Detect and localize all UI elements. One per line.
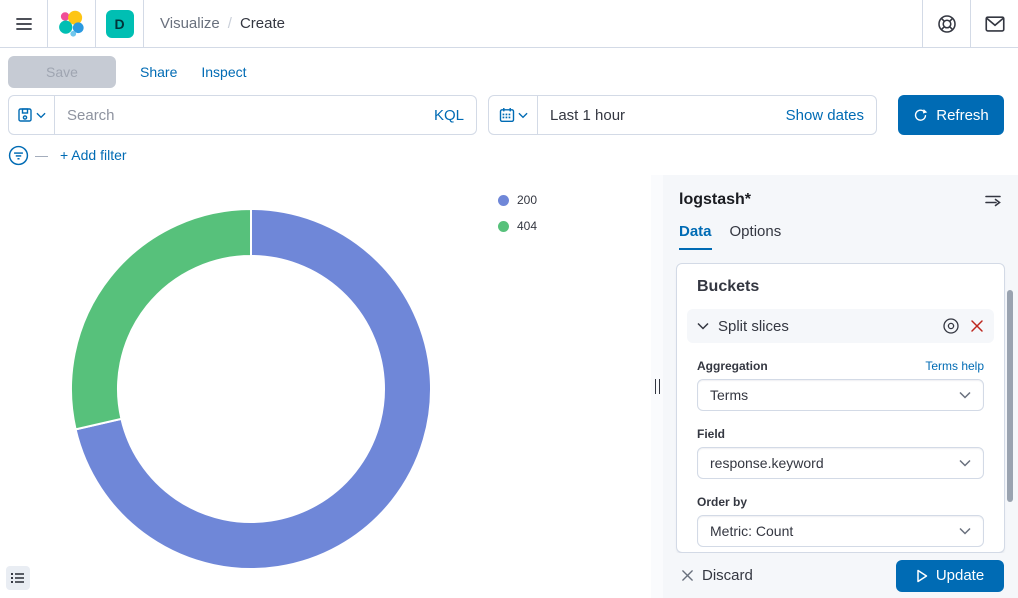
- remove-bucket-icon[interactable]: [970, 319, 984, 333]
- add-filter-button[interactable]: + Add filter: [60, 147, 127, 163]
- menu-icon: [15, 16, 33, 32]
- chevron-down-icon: [959, 527, 971, 535]
- quick-select-button[interactable]: [489, 96, 538, 134]
- breadcrumb: Visualize / Create: [144, 0, 922, 47]
- legend-dot-404: [498, 220, 509, 232]
- visualize-toolbar: Save Share Inspect: [0, 48, 1018, 95]
- vis-editor-panel: logstash* Data Options Buckets: [663, 175, 1018, 598]
- collapse-panel-icon[interactable]: [984, 192, 1002, 208]
- legend-dot-200: [498, 194, 509, 206]
- field-select[interactable]: response.keyword: [697, 447, 984, 479]
- query-language-button[interactable]: KQL: [433, 106, 464, 124]
- refresh-icon: [913, 108, 928, 123]
- time-range-value[interactable]: Last 1 hour: [550, 106, 626, 124]
- legend-label-200: 200: [517, 193, 538, 207]
- breadcrumb-separator: /: [227, 15, 232, 32]
- field-label: Field: [697, 427, 726, 441]
- order-by-label: Order by: [697, 495, 748, 509]
- field-group: Field response.keyword: [697, 427, 984, 479]
- space-selector-button[interactable]: D: [96, 0, 143, 47]
- terms-help-link[interactable]: Terms help: [925, 359, 984, 373]
- order-by-value: Metric: Count: [710, 523, 794, 539]
- space-avatar: D: [105, 9, 134, 38]
- split-slices-label: Split slices: [718, 317, 789, 335]
- update-button[interactable]: Update: [896, 559, 1004, 592]
- aggregation-value: Terms: [710, 387, 749, 403]
- elastic-logo: [57, 9, 87, 39]
- search-input[interactable]: [67, 106, 434, 124]
- editor-tabs: Data Options: [663, 209, 1018, 250]
- legend-toggle-button[interactable]: [6, 566, 30, 590]
- chevron-down-icon: [517, 112, 528, 119]
- refresh-button[interactable]: Refresh: [898, 95, 1004, 135]
- divider: [143, 0, 144, 47]
- help-icon: [937, 14, 957, 34]
- order-by-select[interactable]: Metric: Count: [697, 515, 984, 547]
- main-content: 200 404: [0, 175, 1018, 598]
- divider: [95, 0, 96, 47]
- refresh-label: Refresh: [936, 106, 989, 124]
- aggregation-group: Aggregation Terms help Terms: [697, 359, 984, 411]
- save-button[interactable]: Save: [8, 55, 116, 88]
- legend-label-404: 404: [517, 219, 538, 233]
- help-button[interactable]: [923, 0, 970, 47]
- newsfeed-button[interactable]: [971, 0, 1018, 47]
- list-icon: [11, 572, 25, 584]
- aggregation-select[interactable]: Terms: [697, 379, 984, 411]
- show-dates-button[interactable]: Show dates: [785, 106, 864, 124]
- panel-resize-handle[interactable]: [651, 175, 663, 598]
- save-query-icon: [17, 107, 33, 123]
- order-by-group: Order by Metric: Count: [697, 495, 984, 547]
- discard-label: Discard: [702, 567, 753, 584]
- update-label: Update: [935, 567, 985, 584]
- chart-legend: 200 404: [498, 193, 537, 233]
- resize-grip-icon: [654, 379, 660, 394]
- divider: [922, 0, 923, 47]
- calendar-icon: [499, 107, 515, 123]
- panel-scrollbar[interactable]: [1007, 290, 1013, 502]
- date-picker: Last 1 hour Show dates: [488, 95, 877, 135]
- filter-options-button[interactable]: [8, 145, 29, 166]
- legend-item-200[interactable]: 200: [498, 193, 537, 207]
- split-slices-accordion[interactable]: Split slices: [687, 309, 994, 343]
- chevron-down-icon: [959, 459, 971, 467]
- breadcrumb-visualize[interactable]: Visualize: [160, 15, 220, 32]
- eye-icon[interactable]: [942, 317, 960, 335]
- aggregation-label: Aggregation: [697, 359, 768, 373]
- tab-data[interactable]: Data: [679, 223, 712, 250]
- filter-bar: — + Add filter: [8, 142, 1010, 168]
- time-range-display[interactable]: Last 1 hour Show dates: [538, 96, 876, 134]
- discard-button[interactable]: Discard: [681, 567, 753, 584]
- chevron-down-icon: [36, 112, 46, 119]
- index-pattern-title: logstash*: [679, 191, 752, 208]
- filter-separator: —: [35, 147, 48, 163]
- search-box: KQL: [55, 95, 477, 135]
- breadcrumb-create: Create: [239, 15, 285, 32]
- mail-icon: [984, 15, 1005, 33]
- chevron-down-icon: [959, 391, 971, 399]
- visualization-area: 200 404: [0, 175, 651, 598]
- close-icon: [681, 569, 694, 582]
- chevron-down-icon: [697, 322, 709, 330]
- divider: [47, 0, 48, 47]
- editor-actions-bar: Discard Update: [663, 553, 1018, 598]
- legend-item-404[interactable]: 404: [498, 219, 537, 233]
- donut-chart: [51, 189, 451, 589]
- buckets-title: Buckets: [697, 278, 760, 295]
- top-nav-bar: D Visualize / Create: [0, 0, 1018, 48]
- donut-slice-404[interactable]: [70, 207, 252, 431]
- divider: [970, 0, 971, 47]
- buckets-card: Buckets Split slices: [676, 263, 1005, 553]
- tab-options[interactable]: Options: [729, 223, 782, 240]
- play-icon: [916, 569, 928, 583]
- donut-slice-200[interactable]: [74, 207, 432, 570]
- field-value: response.keyword: [710, 455, 824, 471]
- inspect-button[interactable]: Inspect: [201, 63, 247, 80]
- query-bar: KQL Last 1: [8, 95, 1004, 135]
- share-button[interactable]: Share: [140, 63, 178, 80]
- menu-button[interactable]: [0, 0, 47, 47]
- elastic-home-button[interactable]: [48, 0, 95, 47]
- saved-query-menu-button[interactable]: [8, 95, 55, 135]
